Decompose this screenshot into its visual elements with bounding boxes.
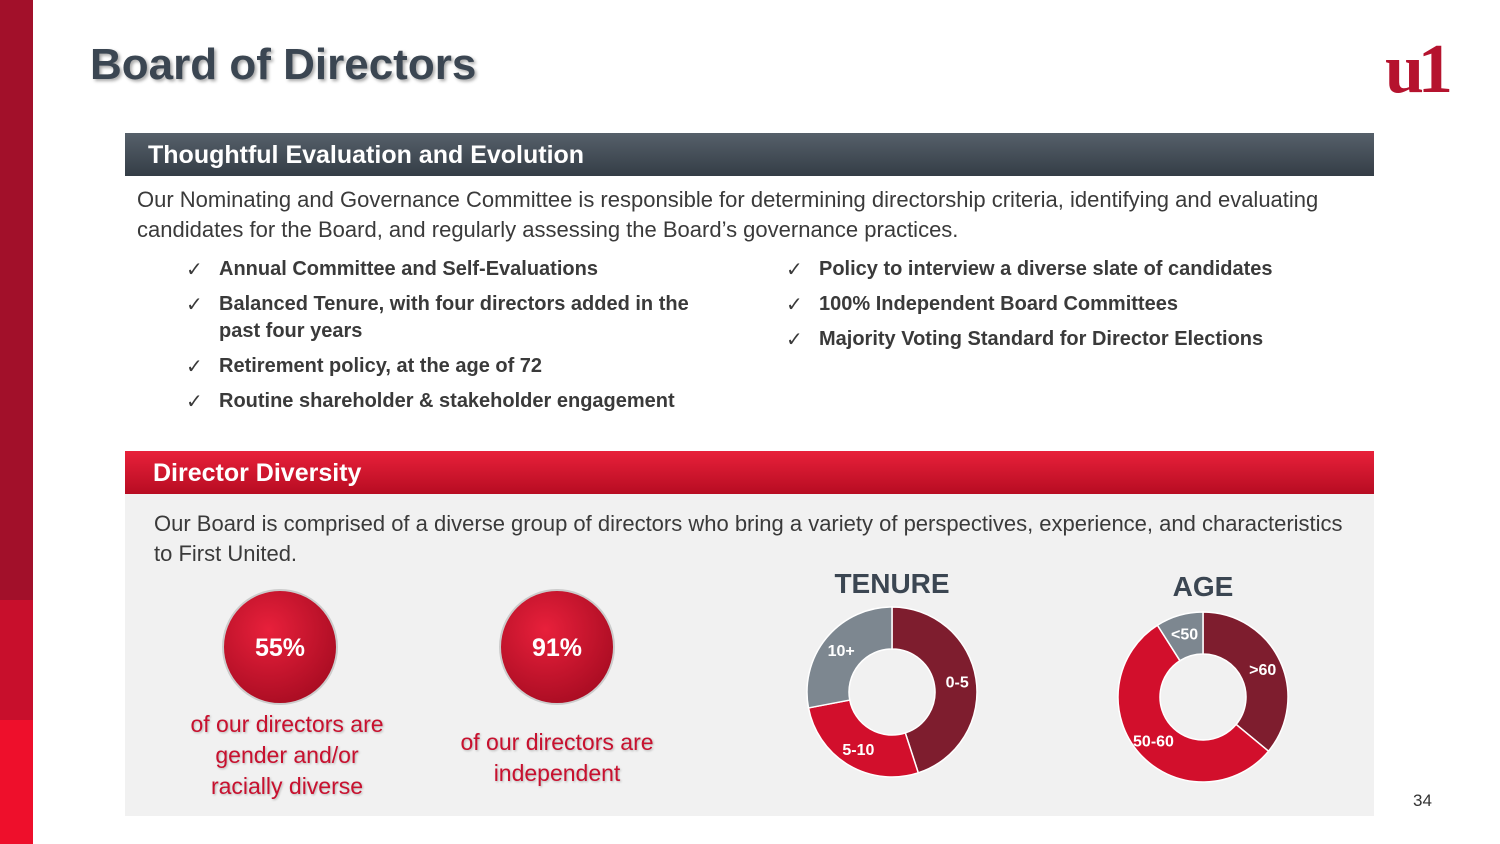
- bullet: Routine shareholder & stakeholder engage…: [186, 388, 734, 415]
- stat-caption: of our directors are gender and/or racia…: [190, 711, 384, 799]
- chart-title: TENURE: [834, 568, 949, 599]
- bullet: Balanced Tenure, with four directors add…: [186, 291, 734, 345]
- bullet: Retirement policy, at the age of 72: [186, 353, 734, 380]
- logo: u1: [1385, 31, 1453, 108]
- bullet: Policy to interview a diverse slate of c…: [786, 256, 1346, 283]
- side-strip: [0, 0, 33, 600]
- segment-label: 50-60: [1133, 734, 1174, 751]
- segment-label: <50: [1171, 627, 1198, 644]
- chart-title: AGE: [1173, 571, 1234, 602]
- slide-title: Board of Directors: [90, 40, 477, 89]
- side-strip: [0, 600, 33, 720]
- donut-segment: [1202, 611, 1289, 753]
- donut-segment: [1117, 624, 1270, 783]
- side-strip: [0, 720, 33, 844]
- segment-label: 5-10: [842, 742, 874, 759]
- page-number: 34: [1413, 791, 1432, 810]
- bullet-list: Annual Committee and Self-Evaluations Bal…: [186, 256, 746, 423]
- bullet: Annual Committee and Self-Evaluations: [186, 256, 734, 283]
- stat-value: 55%: [255, 634, 305, 662]
- donut-segment: [1156, 611, 1204, 662]
- donut-segment: [807, 699, 920, 778]
- segment-label: 10+: [828, 643, 855, 660]
- stat-circle: [222, 589, 338, 705]
- donut-segment: [891, 606, 978, 774]
- section-text: Our Nominating and Governance Committee …: [137, 187, 1319, 242]
- stat-circle: [499, 589, 615, 705]
- bullet: 100% Independent Board Committees: [786, 291, 1346, 318]
- segment-label: >60: [1249, 662, 1276, 679]
- stat-value: 91%: [532, 634, 582, 662]
- bullet: Majority Voting Standard for Director El…: [786, 326, 1346, 353]
- bullet-list: Policy to interview a diverse slate of c…: [786, 256, 1346, 361]
- stat-caption: of our directors are independent: [460, 729, 654, 786]
- section-heading: Director Diversity: [125, 451, 1374, 494]
- section-text: Our Board is comprised of a diverse grou…: [154, 511, 1343, 566]
- donut-segment: [806, 606, 893, 709]
- section-heading: Thoughtful Evaluation and Evolution: [125, 133, 1374, 176]
- segment-label: 0-5: [946, 675, 969, 692]
